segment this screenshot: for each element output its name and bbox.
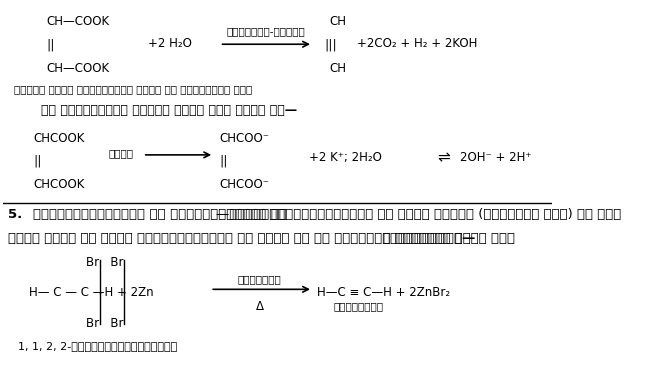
- Text: H—C ≡ C—H + 2ZnBr₂: H—C ≡ C—H + 2ZnBr₂: [317, 286, 450, 299]
- Text: एसीटिलीन: एसीटिलीन: [333, 301, 383, 311]
- Text: +2CO₂ + H₂ + 2KOH: +2CO₂ + H₂ + 2KOH: [357, 37, 477, 50]
- Text: 5.: 5.: [8, 208, 23, 221]
- Text: CH: CH: [329, 15, 346, 29]
- Text: |||: |||: [324, 39, 337, 52]
- Text: —टेट्राहैलोएल्केनों को जिंक चूर्ण (मेथेनॉल में) के साथ: —टेट्राहैलोएल्केनों को जिंक चूर्ण (मेथेन…: [215, 208, 621, 221]
- Text: उदाहरणार्थ—: उदाहरणार्थ—: [383, 232, 476, 244]
- Text: ||: ||: [33, 154, 42, 167]
- Text: ⇌: ⇌: [437, 150, 450, 165]
- Text: गर्म करने पर इनका विहैलोजनीकरण हो जाता है और एल्काइन प्राप्त होती है।: गर्म करने पर इनका विहैलोजनीकरण हो जाता ह…: [8, 232, 516, 244]
- Text: CH—COOK: CH—COOK: [47, 15, 110, 29]
- Text: CH: CH: [329, 62, 346, 75]
- Text: Br   Br: Br Br: [86, 256, 124, 269]
- Text: CHCOO⁻: CHCOO⁻: [219, 178, 270, 191]
- Text: टेट्राहैलाइडों के विहैलोजनीकरण से: टेट्राहैलाइडों के विहैलोजनीकरण से: [33, 208, 287, 221]
- Text: Δ: Δ: [256, 300, 264, 313]
- Text: आयनन: आयनन: [108, 147, 133, 158]
- Text: +2 H₂O: +2 H₂O: [148, 37, 192, 50]
- Text: 1, 1, 2, 2-टेट्राब्रोमोएथेन: 1, 1, 2, 2-टेट्राब्रोमोएथेन: [18, 341, 178, 351]
- Text: वैद्युत-अपघटन: वैद्युत-अपघटन: [227, 26, 306, 36]
- Text: CHCOOK: CHCOOK: [33, 132, 85, 145]
- Text: मेथेनॉल: मेथेनॉल: [238, 274, 282, 284]
- Text: CHCOOK: CHCOOK: [33, 178, 85, 191]
- Text: ||: ||: [219, 154, 228, 167]
- Text: +2 K⁺; 2H₂O: +2 K⁺; 2H₂O: [309, 150, 382, 164]
- Text: मैलिक अथवा फ्यूमेरिक अम्ल का पोटैशियम लवण: मैलिक अथवा फ्यूमेरिक अम्ल का पोटैशियम लव…: [14, 84, 252, 94]
- Text: 2OH⁻ + 2H⁺: 2OH⁻ + 2H⁺: [460, 150, 531, 164]
- Text: यह अभिक्रिया निम्न पदों में होती है—: यह अभिक्रिया निम्न पदों में होती है—: [41, 104, 298, 117]
- Text: CH—COOK: CH—COOK: [47, 62, 110, 75]
- Text: CHCOO⁻: CHCOO⁻: [219, 132, 270, 145]
- Text: ||: ||: [47, 39, 55, 52]
- Text: H— C — C —H + 2Zn: H— C — C —H + 2Zn: [29, 286, 154, 299]
- Text: Br   Br: Br Br: [86, 317, 124, 330]
